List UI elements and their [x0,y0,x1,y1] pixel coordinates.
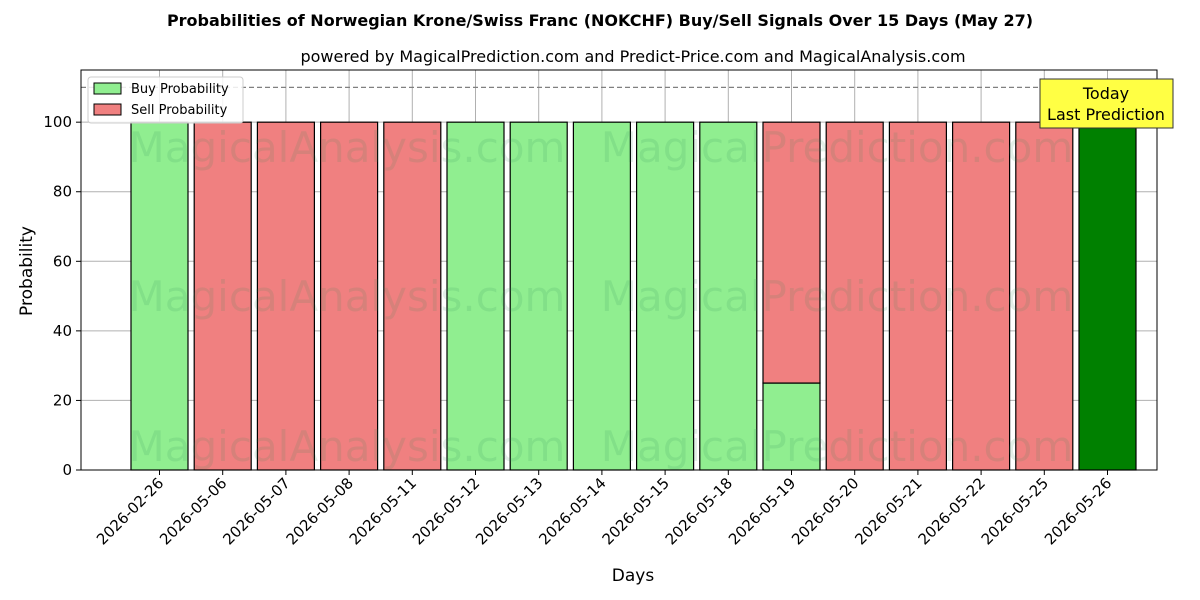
y-tick-label: 100 [43,113,72,131]
bar-buy [572,121,632,471]
y-tick-label: 60 [53,252,72,270]
x-tick-label: 2026-05-06 [156,474,230,548]
watermark-text: MagicalPrediction.com [601,422,1074,471]
bar-sell [825,121,884,471]
x-tick-label: 2026-05-07 [219,474,293,548]
watermark-text: MagicalAnalysis.com [129,422,566,471]
bar-buy [635,121,695,471]
x-tick-label: 2026-05-08 [283,474,357,548]
watermark-text: MagicalPrediction.com [601,272,1074,321]
x-tick-label: 2026-05-18 [662,474,736,548]
annotation-box [1039,78,1174,129]
x-tick-label: 2026-05-14 [535,474,609,548]
watermark-group: MagicalAnalysis.com MagicalPrediction.com… [129,123,1074,471]
x-tick-label: 2026-05-13 [472,474,546,548]
x-tick-label: 2026-05-11 [346,474,420,548]
y-tick-label: 20 [53,391,72,409]
bar-sell [383,121,442,471]
x-tick-label: 2026-05-25 [978,474,1052,548]
bar-sell [320,121,379,471]
bar-buy [699,121,758,471]
x-tick-label: 2026-05-15 [599,474,673,548]
bar-buy [509,121,568,471]
bar-buy [1078,121,1137,471]
legend-swatch [93,103,122,116]
bar-buy [446,121,505,471]
annotation-text: Last Prediction [1047,105,1165,124]
y-tick-label: 40 [53,322,72,340]
bar-buy [762,382,821,471]
x-tick-label: 2026-05-22 [915,474,989,548]
x-axis: 2026-02-262026-05-062026-05-072026-05-08… [93,470,1115,548]
annotation-text: Today [1082,84,1129,103]
y-axis-label: Probability [17,226,37,316]
bar-sell [951,121,1011,471]
x-tick-label: 2026-02-26 [93,474,167,548]
y-tick-label: 0 [62,461,72,479]
plot-frame [80,69,1158,471]
x-tick-label: 2026-05-21 [851,474,925,548]
x-tick-label: 2026-05-19 [725,474,799,548]
bar-sell [762,121,821,384]
legend-box [87,76,244,124]
bars-group [130,121,1137,471]
chart-title: Probabilities of Norwegian Krone/Swiss F… [167,11,1033,30]
watermark-text: MagicalPrediction.com [601,123,1074,172]
x-tick-label: 2026-05-26 [1041,474,1115,548]
bar-sell [1015,121,1074,471]
y-tick-label: 80 [53,183,72,201]
bar-sell [256,121,315,471]
x-tick-label: 2026-05-20 [788,474,862,548]
watermark-text: MagicalAnalysis.com [129,272,566,321]
legend-label: Sell Probability [131,103,228,118]
y-axis: 0 20 40 60 80 100 [43,113,81,479]
legend-swatch [93,82,122,95]
chart-subtitle: powered by MagicalPrediction.com and Pre… [300,47,965,66]
legend-label: Buy Probability [131,82,229,97]
today-annotation: Today Last Prediction [1039,78,1174,129]
watermark-text: MagicalAnalysis.com [129,123,566,172]
bar-sell [888,121,948,471]
x-axis-label: Days [612,566,655,586]
legend: Buy Probability Sell Probability [87,76,244,124]
x-tick-label: 2026-05-12 [409,474,483,548]
